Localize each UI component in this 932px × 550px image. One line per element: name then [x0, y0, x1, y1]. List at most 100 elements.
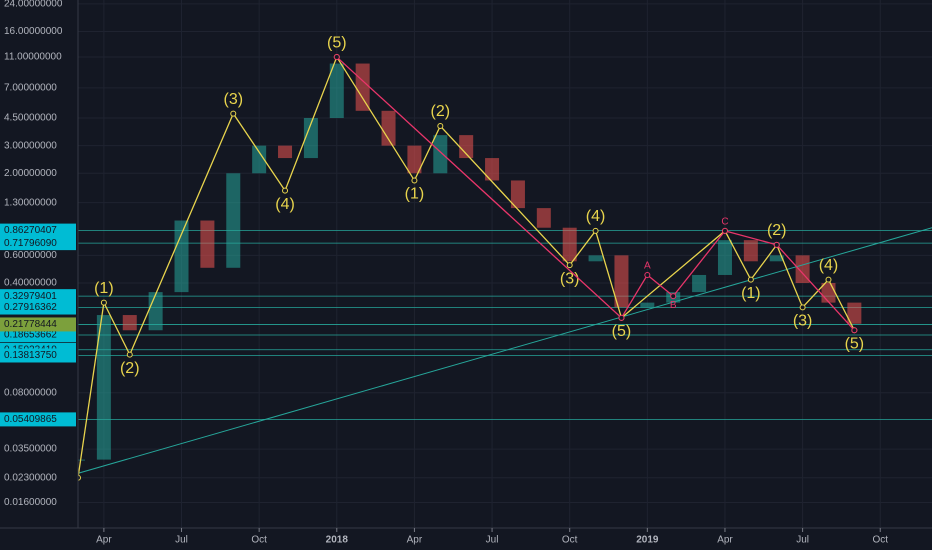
- level-label: 0.27916362: [4, 302, 57, 313]
- x-tick-label: Oct: [562, 535, 578, 546]
- level-label: 0.05409865: [4, 414, 57, 425]
- candle: [562, 227, 577, 262]
- wave-label: (2): [767, 222, 787, 239]
- candle: [174, 220, 189, 293]
- candle: [200, 220, 215, 268]
- wave-label: (1): [94, 280, 114, 297]
- y-tick-label: 0.40000000: [4, 278, 57, 289]
- waves: (1) (2) (3) (4) (5) (1) (2) (3) (4) (5) (1) (2) (3) (…: [78, 34, 932, 481]
- level-label: 0.18653662: [4, 330, 57, 341]
- candle: [795, 255, 810, 284]
- y-tick-label: 2.00000000: [4, 168, 57, 179]
- candle: [769, 255, 784, 262]
- level-box: [0, 236, 76, 251]
- candle: [743, 240, 758, 262]
- level-box: [0, 412, 76, 427]
- candle: [433, 135, 448, 174]
- x-tick-label: 2018: [326, 535, 349, 546]
- y-tick-label: 0.02300000: [4, 472, 57, 483]
- level-label: 0.86270407: [4, 225, 57, 236]
- current-price-box: [0, 317, 76, 332]
- grid: [78, 0, 932, 528]
- wave-label: A: [644, 261, 651, 272]
- x-tick-label: 2019: [636, 535, 659, 546]
- wave-point: [618, 314, 625, 321]
- wave-point: [747, 276, 754, 283]
- y-tick-label: 0.01600000: [4, 497, 57, 508]
- wave-point: [670, 293, 677, 300]
- level-label: 0.13813750: [4, 350, 57, 361]
- candle: [588, 255, 603, 262]
- x-tick-label: Jul: [175, 535, 188, 546]
- candle: [303, 117, 318, 159]
- candle: [407, 145, 422, 174]
- y-tick-label: 0.60000000: [4, 250, 57, 261]
- level-box: [0, 289, 76, 304]
- x-tick-label: Jul: [796, 535, 809, 546]
- y-tick-label: 11.00000000: [4, 52, 62, 63]
- wave-label: (1): [405, 186, 425, 203]
- wave-label: (5): [845, 335, 865, 352]
- wave-point: [411, 177, 418, 184]
- wave-label: (2): [431, 103, 451, 120]
- wave-label: C: [721, 216, 728, 227]
- wave-label: (3): [793, 313, 813, 330]
- wave-label: (1): [741, 285, 761, 302]
- x-tick-label: Apr: [407, 535, 423, 546]
- candle: [614, 255, 629, 308]
- wave-point: [333, 54, 340, 61]
- axes: 24.00000000 16.00000000 11.00000000 7.00000…: [0, 0, 888, 546]
- candle: [278, 145, 293, 159]
- wave-point: [799, 304, 806, 311]
- wave-point: [773, 241, 780, 248]
- wave-label: (3): [223, 91, 243, 108]
- current-price-label: 0.21778444: [4, 319, 57, 330]
- trendline: [78, 227, 932, 474]
- wave-point: [126, 351, 133, 358]
- x-tick-label: Apr: [96, 535, 112, 546]
- level-box: [0, 223, 76, 238]
- candle: [459, 135, 474, 159]
- candle: [252, 145, 267, 174]
- x-tick-label: Oct: [872, 535, 888, 546]
- candle: [717, 240, 732, 275]
- candle: [122, 315, 137, 331]
- candle: [381, 110, 396, 146]
- x-tick-label: Apr: [717, 535, 733, 546]
- y-tick-label: 24.00000000: [4, 0, 63, 10]
- wave-label: B: [670, 300, 677, 311]
- candle: [148, 292, 163, 331]
- candle: [78, 459, 85, 461]
- wave-point: [78, 474, 81, 481]
- level-label: 0.71796090: [4, 238, 57, 249]
- level-box: [0, 348, 76, 363]
- candle: [692, 274, 707, 293]
- candle: [821, 283, 836, 303]
- wave-label: (5): [327, 34, 347, 51]
- wave-label: (4): [275, 196, 295, 213]
- wave-point: [282, 187, 289, 194]
- wave-point: [851, 327, 858, 334]
- wave-label: (2): [120, 360, 140, 377]
- x-tick-label: Oct: [251, 535, 267, 546]
- candle: [847, 302, 862, 324]
- candle: [510, 180, 525, 209]
- candle: [640, 302, 655, 308]
- wave-point: [592, 227, 599, 234]
- wave-point: [566, 262, 573, 269]
- wave-point: [721, 227, 728, 234]
- wave-point: [100, 299, 107, 306]
- candle: [485, 158, 500, 181]
- y-tick-label: 4.50000000: [4, 113, 57, 124]
- wave-label: (5): [612, 323, 632, 340]
- level-box: [0, 328, 76, 343]
- wave-point: [437, 123, 444, 130]
- wave-label: (4): [586, 208, 606, 225]
- y-tick-label: 7.00000000: [4, 83, 57, 94]
- candle: [226, 173, 241, 268]
- candle: [329, 63, 344, 118]
- levels: [78, 230, 932, 420]
